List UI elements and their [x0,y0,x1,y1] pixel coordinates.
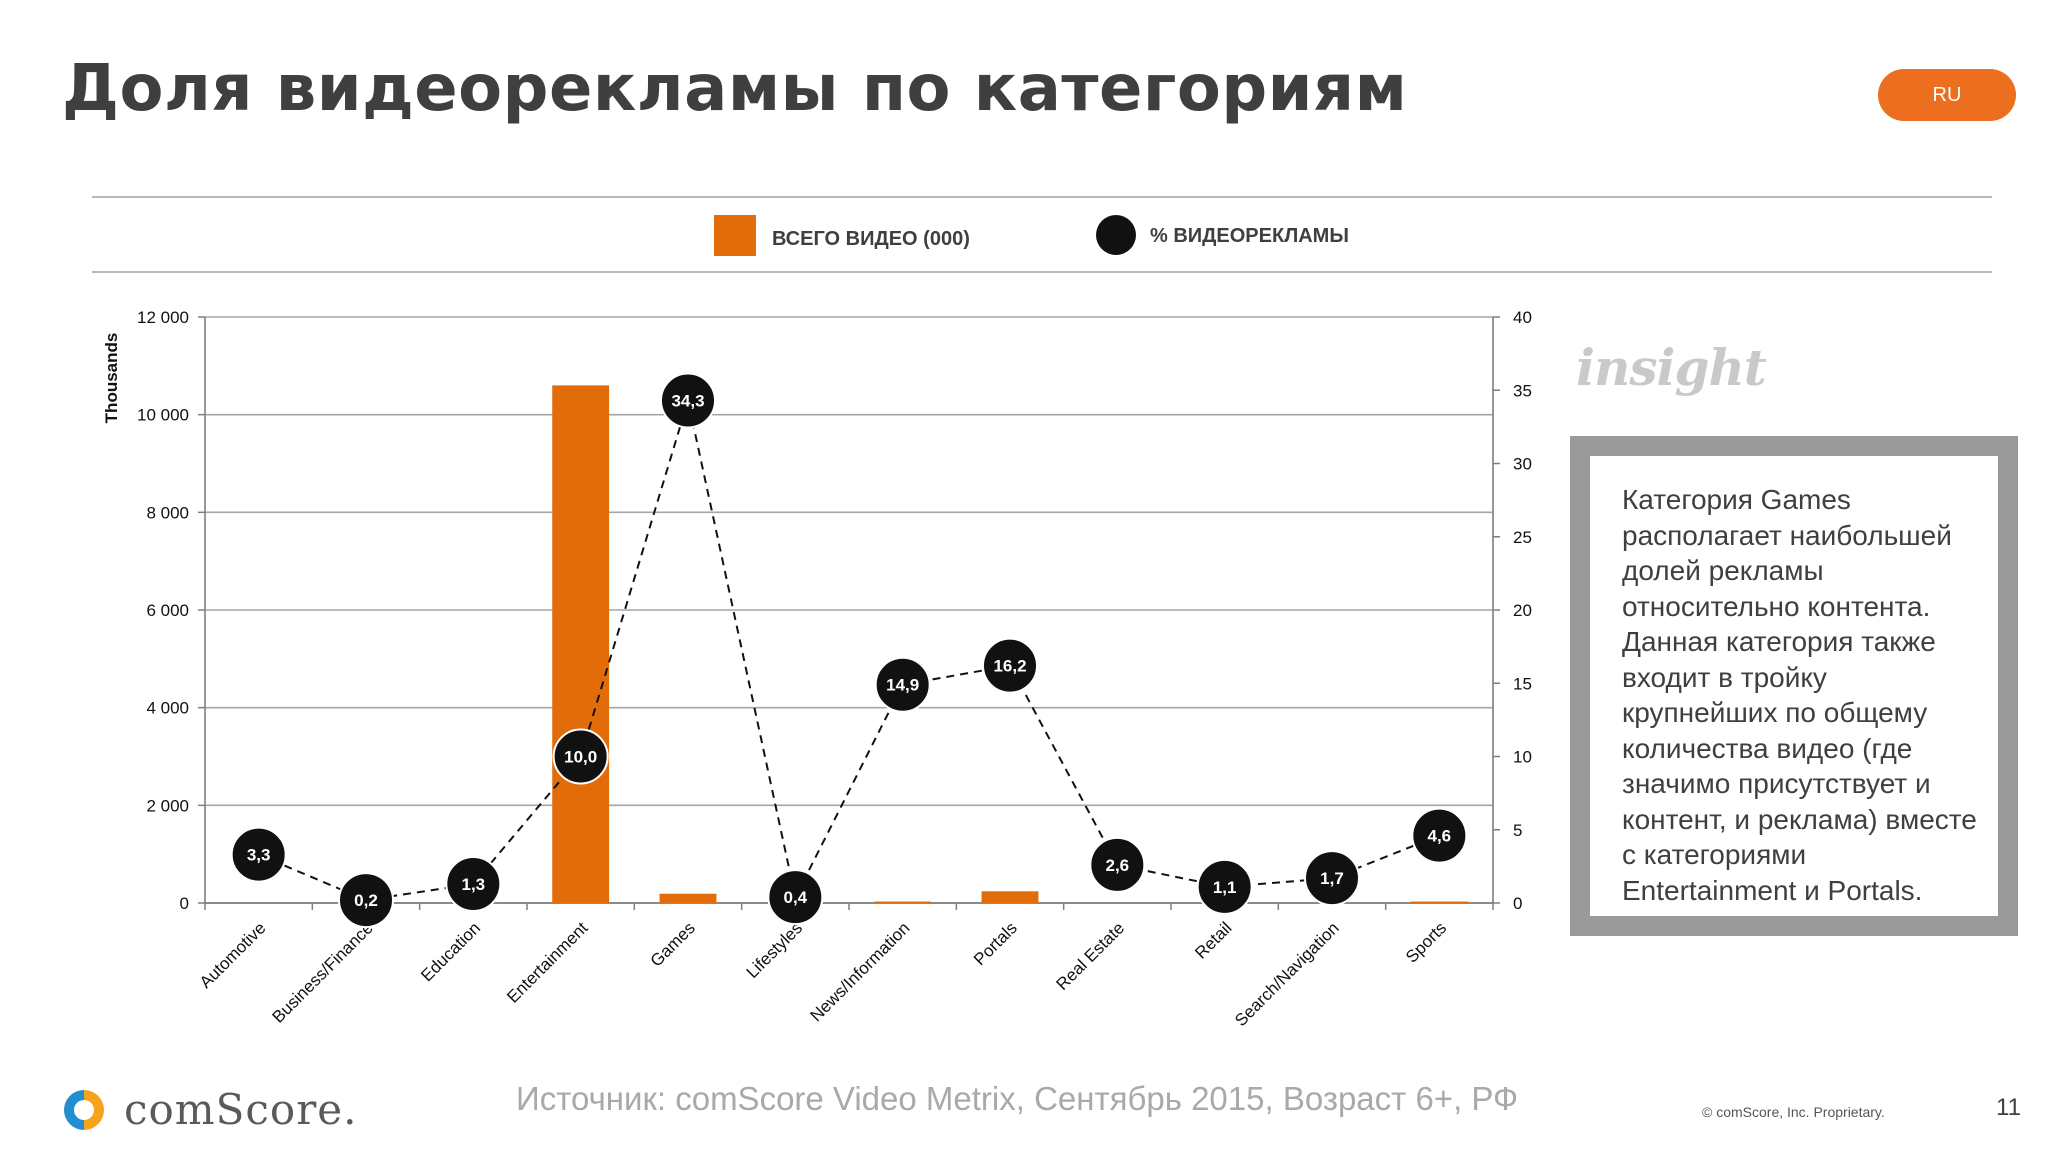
y-tick-label: 0 [180,894,189,913]
language-badge[interactable]: RU [1878,69,2016,121]
y-tick-label: 2 000 [146,796,189,815]
chart-legend: ВСЕГО ВИДЕО (000) % ВИДЕОРЕКЛАМЫ [92,196,1992,273]
y-tick-label: 8 000 [146,503,189,522]
x-tick-label: Automotive [196,918,270,992]
x-tick-label: Search/Navigation [1231,918,1343,1030]
x-tick-label: Entertainment [503,918,591,1006]
x-tick-label: Sports [1402,918,1450,966]
data-label: 10,0 [564,748,597,767]
y2-tick-label: 0 [1513,894,1522,913]
bar [981,891,1039,903]
legend-line-label: % ВИДЕОРЕКЛАМЫ [1150,225,1349,247]
data-label: 3,3 [247,846,271,865]
x-tick-label: Education [417,918,484,985]
source-note: Источник: comScore Video Metrix, Сентябр… [516,1080,1519,1117]
data-label: 0,4 [784,888,808,907]
line-marker [445,855,502,912]
x-tick-label: Games [647,918,699,970]
data-label: 2,6 [1106,856,1130,875]
plot-area: Thousands 0 2 000 4 000 6 000 8 000 10 000 12 … [102,308,1532,1030]
legend-line-swatch [1096,215,1136,255]
line-marker [552,728,609,785]
insight-label: insight [1576,338,1767,397]
data-label: 16,2 [993,657,1026,676]
comscore-logo-wordmark: comScore. [124,1085,358,1134]
legend-bar-swatch [714,215,756,256]
bar [552,385,610,903]
bar [1410,901,1468,904]
copyright-note: © comScore, Inc. Proprietary. [1702,1104,1885,1120]
line-marker [767,869,824,926]
data-label: 34,3 [671,392,704,411]
x-tick-label: News/Information [807,918,914,1025]
line-marker [1304,850,1360,907]
y-axis-label: Thousands [102,333,121,424]
y-tick-label: 4 000 [146,699,189,718]
line-marker [1089,836,1146,893]
y-tick-label: 12 000 [137,308,189,327]
x-tick-label: Real Estate [1053,918,1129,994]
data-label: 1,3 [462,875,486,894]
data-label: 4,6 [1428,827,1452,846]
y-tick-label: 10 000 [137,406,189,425]
data-label: 14,9 [886,676,919,695]
line-marker [230,826,287,883]
y2-tick-label: 10 [1513,748,1532,767]
data-label: 1,1 [1213,878,1237,897]
legend-bar-label: ВСЕГО ВИДЕО (000) [772,228,970,250]
y2-tick-label: 30 [1513,455,1532,474]
insight-text: Категория Games располагает наибольшей д… [1622,484,1977,906]
page-title: Доля видеорекламы по категориям [62,52,1408,126]
data-label: 1,7 [1320,869,1344,888]
y2-tick-label: 40 [1513,308,1532,327]
y2-tick-label: 15 [1513,674,1532,693]
data-label: 0,2 [354,891,378,910]
x-tick-label: Retail [1191,918,1235,962]
bar [659,893,717,903]
bar [874,901,932,904]
y2-tick-label: 35 [1513,381,1532,400]
comscore-logo-icon [64,1089,104,1130]
y2-tick-label: 5 [1513,821,1522,840]
x-tick-label: Portals [970,918,1021,969]
percent-line [258,396,1440,902]
comscore-logo: comScore. [62,1085,358,1134]
line-marker [874,656,931,713]
y2-tick-label: 20 [1513,601,1532,620]
y2-tick-label: 25 [1513,528,1532,547]
x-tick-label: Business/Finance [269,918,377,1026]
line-marker [1196,858,1253,915]
insight-box: Категория Games располагает наибольшей д… [1570,436,2018,936]
line-marker [660,372,716,429]
page-number: 11 [1996,1094,2021,1121]
line-marker [982,637,1038,694]
line-marker [338,872,394,929]
line-marker [1411,807,1468,864]
x-tick-label: Lifestyles [743,918,807,982]
y-tick-label: 6 000 [146,601,189,620]
